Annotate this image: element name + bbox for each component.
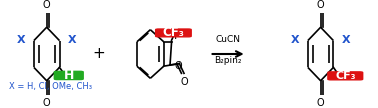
Text: O: O (43, 0, 51, 10)
FancyBboxPatch shape (54, 71, 83, 79)
Text: H: H (64, 69, 74, 82)
Text: CuCN: CuCN (215, 35, 240, 44)
Text: X = H, Cl, OMe, CH₃: X = H, Cl, OMe, CH₃ (9, 82, 92, 91)
Text: I: I (174, 31, 177, 41)
Text: +: + (92, 47, 105, 61)
Text: CF₃: CF₃ (163, 26, 184, 39)
Text: CF₃: CF₃ (335, 71, 356, 81)
Text: X: X (68, 35, 76, 45)
FancyBboxPatch shape (328, 72, 363, 80)
Text: O: O (317, 0, 324, 10)
Text: X: X (291, 35, 300, 45)
FancyBboxPatch shape (156, 29, 191, 37)
Text: X: X (342, 35, 350, 45)
Text: B₂pin₂: B₂pin₂ (214, 56, 242, 65)
Text: O: O (180, 77, 188, 87)
Text: O: O (175, 61, 182, 71)
Text: X: X (17, 35, 26, 45)
Text: O: O (43, 98, 51, 108)
Text: O: O (317, 98, 324, 108)
